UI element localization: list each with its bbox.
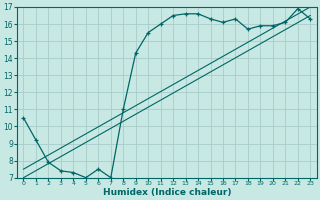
X-axis label: Humidex (Indice chaleur): Humidex (Indice chaleur) [103,188,231,197]
